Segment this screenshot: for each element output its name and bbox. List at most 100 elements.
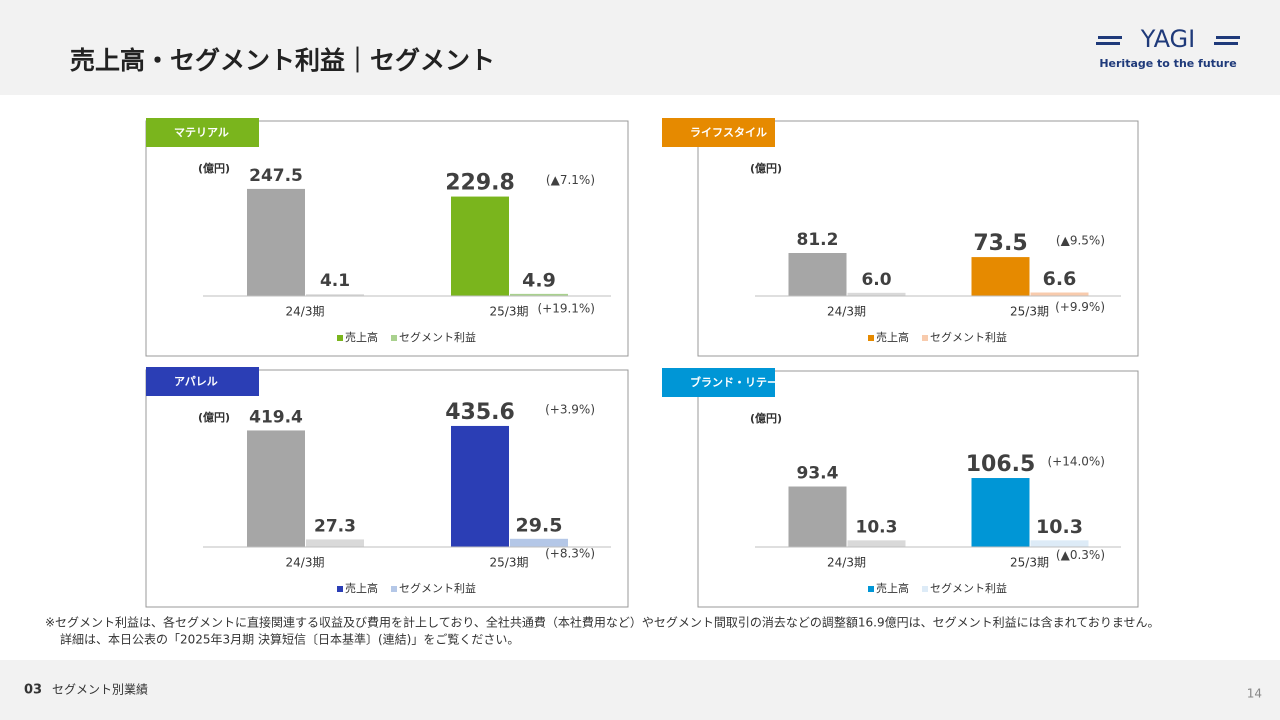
bar <box>247 188 305 296</box>
unit-label: (億円) <box>750 411 782 425</box>
logo-line <box>1098 36 1122 39</box>
bar <box>847 540 906 547</box>
data-label: 29.5 <box>516 514 563 536</box>
legend-label: 売上高 <box>876 581 909 595</box>
data-label: 6.6 <box>1043 268 1077 290</box>
legend-label: セグメント利益 <box>930 581 1007 595</box>
bar <box>1030 540 1089 547</box>
data-label: 6.0 <box>861 270 891 290</box>
page-number: 14 <box>1247 687 1262 701</box>
panel-border <box>145 120 629 357</box>
footnote: ※セグメント利益は、各セグメントに直接関連する収益及び費用を計上しており、全社共… <box>45 615 1160 630</box>
logo-line <box>1214 42 1238 45</box>
logo-line <box>1216 36 1240 39</box>
data-label: 435.6 <box>445 400 515 425</box>
x-tick-label: 24/3期 <box>827 556 866 570</box>
x-tick-label: 24/3期 <box>286 305 325 319</box>
change-label: (▲9.5%) <box>1056 234 1105 248</box>
legend-swatch <box>337 586 343 592</box>
panel-title: アパレル <box>174 375 218 388</box>
panel-tab <box>146 118 259 147</box>
panel-tab <box>662 368 775 397</box>
change-label: (+3.9%) <box>545 402 595 416</box>
legend-swatch <box>391 586 397 592</box>
chart-panel: アパレル (億円) 24/3期 419.4 27.3 25/3期 435.6 (+3.9%) 2… <box>145 367 629 608</box>
data-label: 93.4 <box>797 464 839 484</box>
chart-panel: ブランド・リテール (億円) 24/3期 93.4 10.3 25/3期 106.5 (+14… <box>662 368 1139 608</box>
legend-swatch <box>391 335 397 341</box>
legend-swatch <box>868 586 874 592</box>
data-label: 229.8 <box>445 171 515 196</box>
bar <box>247 430 305 547</box>
chart-panel: ライフスタイル (億円) 24/3期 81.2 6.0 25/3期 73.5 (▲9.5%) 6… <box>662 118 1139 357</box>
bar <box>306 539 364 547</box>
logo: YAGI Heritage to the future <box>1096 25 1240 70</box>
change-label: (+19.1%) <box>537 301 595 315</box>
section-name: セグメント別業績 <box>52 683 148 697</box>
logo-line <box>1096 42 1120 45</box>
panel-tab <box>146 367 259 396</box>
panel-title: マテリアル <box>174 126 229 139</box>
bar <box>306 294 364 296</box>
change-label: (▲7.1%) <box>546 173 595 187</box>
logo-text: YAGI <box>1140 25 1195 53</box>
x-tick-label: 25/3期 <box>1010 305 1049 319</box>
bar <box>788 486 847 547</box>
bar <box>451 196 509 296</box>
data-label: 10.3 <box>856 517 898 537</box>
change-label: (+8.3%) <box>545 546 595 560</box>
bar <box>510 293 568 296</box>
legend-label: 売上高 <box>345 330 378 344</box>
unit-label: (億円) <box>750 161 782 175</box>
x-tick-label: 24/3期 <box>827 305 866 319</box>
panel-border <box>697 120 1139 357</box>
change-label: (+9.9%) <box>1055 300 1105 314</box>
legend-label: セグメント利益 <box>399 330 476 344</box>
page-title: 売上高・セグメント利益｜セグメント <box>70 46 495 75</box>
panel-title: ブランド・リテール <box>690 375 789 389</box>
data-label: 73.5 <box>973 231 1027 256</box>
bar <box>847 292 906 296</box>
unit-label: (億円) <box>198 410 230 424</box>
data-label: 419.4 <box>249 407 303 427</box>
panel-border <box>697 370 1139 608</box>
bar <box>451 425 509 547</box>
legend-label: 売上高 <box>876 330 909 344</box>
chart-panel: マテリアル (億円) 24/3期 247.5 4.1 25/3期 229.8 (▲7.1%) 4… <box>145 118 629 357</box>
data-label: 81.2 <box>797 230 839 250</box>
bar <box>971 257 1030 296</box>
legend-swatch <box>337 335 343 341</box>
legend-swatch <box>922 335 928 341</box>
data-label: 4.1 <box>320 271 350 291</box>
x-tick-label: 25/3期 <box>490 305 529 319</box>
data-label: 106.5 <box>966 452 1036 477</box>
data-label: 27.3 <box>314 516 356 536</box>
footer-bg <box>0 660 1280 720</box>
footnote: 詳細は、本日公表の「2025年3月期 決算短信〔日本基準〕(連結)」をご覧くださ… <box>60 632 519 647</box>
change-label: (+14.0%) <box>1047 455 1105 469</box>
panel-title: ライフスタイル <box>690 126 767 139</box>
change-label: (▲0.3%) <box>1056 548 1105 562</box>
legend-label: セグメント利益 <box>399 581 476 595</box>
panel-border <box>145 369 629 608</box>
unit-label: (億円) <box>198 161 230 175</box>
legend-label: セグメント利益 <box>930 330 1007 344</box>
x-tick-label: 25/3期 <box>490 556 529 570</box>
data-label: 4.9 <box>522 269 556 291</box>
legend-label: 売上高 <box>345 581 378 595</box>
data-label: 10.3 <box>1036 516 1083 538</box>
x-tick-label: 25/3期 <box>1010 556 1049 570</box>
data-label: 247.5 <box>249 166 303 186</box>
panel-tab <box>662 118 775 147</box>
legend-swatch <box>922 586 928 592</box>
section-no: 03 <box>24 683 42 698</box>
bar <box>1030 292 1089 296</box>
bar <box>788 253 847 296</box>
x-tick-label: 24/3期 <box>286 556 325 570</box>
header-bg <box>0 0 1280 95</box>
bar <box>510 538 568 547</box>
tagline: Heritage to the future <box>1099 57 1236 70</box>
legend-swatch <box>868 335 874 341</box>
bar <box>971 478 1030 547</box>
